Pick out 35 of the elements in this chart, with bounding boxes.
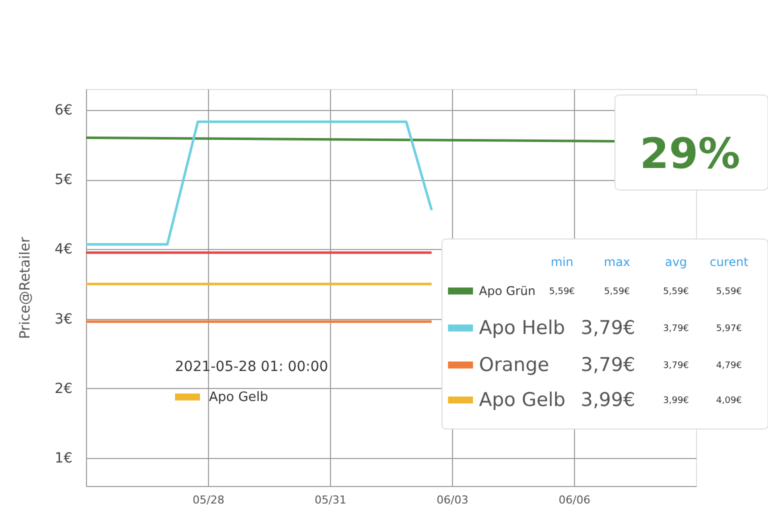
text: 5,59€ — [716, 287, 742, 297]
annotation: min — [550, 255, 574, 269]
y-tick-label: 3€ — [54, 311, 72, 328]
annotation: 5,59€ — [604, 287, 630, 297]
annotation: avg — [664, 255, 688, 269]
text: curent — [710, 255, 749, 269]
annotation: 29% — [640, 129, 740, 178]
y-axis-title: Price@Retailer — [18, 236, 34, 340]
annotation: 3,79€ — [580, 317, 636, 339]
y-tick-label: 4€ — [54, 242, 72, 258]
text: 5,97€ — [716, 324, 742, 334]
annotation: 5,59€ — [549, 287, 576, 297]
annotation: 3,79€ — [663, 324, 690, 334]
x-tick-label: 06/06 — [558, 494, 590, 506]
x-tick-label: 05/28 — [192, 494, 224, 506]
annotation: max — [604, 255, 630, 269]
legend-label: Apo Helb — [479, 317, 566, 339]
y-tick-label: 5€ — [54, 172, 72, 188]
y-tick-label: 1€ — [54, 450, 72, 467]
text: 4,09€ — [716, 396, 742, 406]
text: 4,79€ — [716, 361, 742, 371]
y-tick-label: 6€ — [54, 102, 72, 118]
annotation: 3,79€ — [663, 361, 690, 371]
annotation: Apo Gelb — [209, 390, 268, 405]
annotation: 3,79€ — [580, 354, 636, 376]
annotation: 2021-05-28 01: 00:00 — [175, 359, 328, 375]
annotation: 5,59€ — [663, 287, 690, 297]
y-tick-label: 2€ — [54, 380, 72, 397]
annotation: 3,99€ — [663, 396, 690, 406]
legend-label: Apo Grün — [479, 284, 536, 298]
legend-label: Apo Gelb — [479, 389, 566, 411]
annotation: 3,99€ — [580, 389, 636, 411]
legend-label: Orange — [479, 354, 550, 376]
x-tick-label: 06/03 — [436, 494, 468, 506]
x-tick-label: 05/31 — [314, 494, 346, 506]
